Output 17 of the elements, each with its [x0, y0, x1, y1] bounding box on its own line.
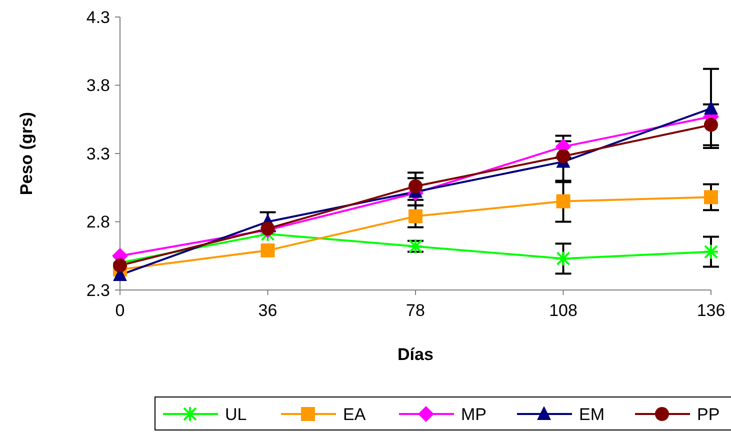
x-tick-label: 78 [406, 301, 425, 320]
y-axis-title: Peso (grs) [17, 112, 36, 196]
legend-label: EA [343, 404, 366, 424]
x-axis-title: Días [398, 345, 434, 364]
y-tick-label: 2.8 [86, 212, 110, 232]
y-tick-label: 3.8 [86, 76, 110, 96]
y-tick-label: 4.3 [86, 8, 110, 27]
legend-label: UL [225, 404, 247, 424]
x-tick-label: 0 [115, 301, 125, 320]
legend-label: PP [697, 404, 720, 424]
legend-label: EM [579, 404, 604, 424]
legend-label: MP [461, 404, 486, 424]
x-tick-label: 108 [549, 301, 578, 320]
y-tick-label: 2.3 [86, 280, 110, 300]
y-tick-label: 3.3 [86, 144, 110, 164]
x-tick-label: 136 [696, 301, 726, 320]
x-tick-label: 36 [258, 301, 278, 320]
